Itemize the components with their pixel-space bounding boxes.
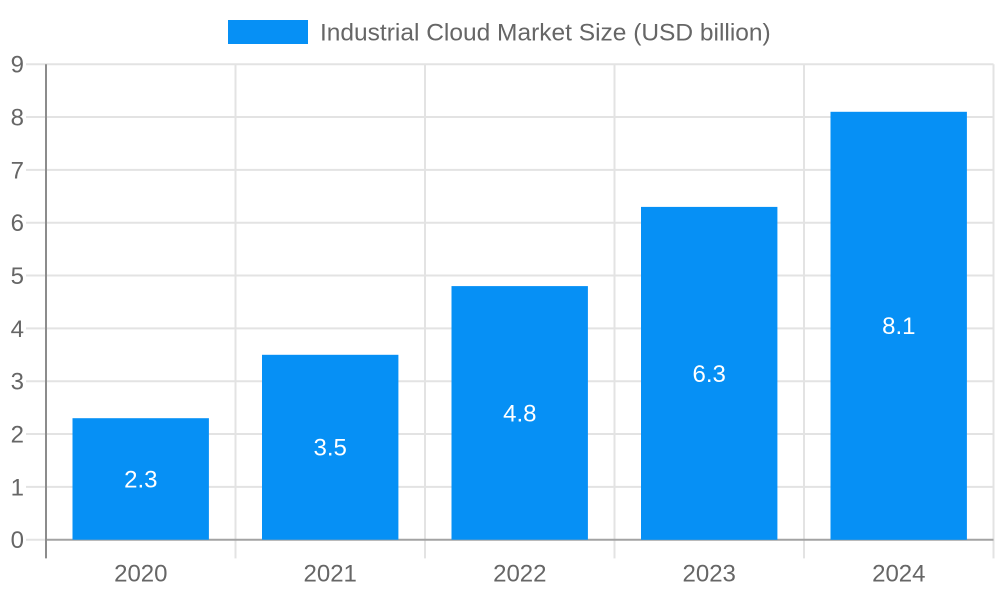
svg-text:4.8: 4.8 [503,400,536,427]
svg-text:2021: 2021 [304,561,357,588]
svg-text:4: 4 [11,316,24,343]
svg-text:5: 5 [11,263,24,290]
svg-text:2022: 2022 [493,561,546,588]
svg-text:1: 1 [11,474,24,501]
svg-text:2024: 2024 [872,561,925,588]
svg-text:9: 9 [11,52,24,79]
svg-text:3.5: 3.5 [314,435,347,462]
svg-text:8: 8 [11,105,24,132]
svg-text:7: 7 [11,157,24,184]
svg-text:3: 3 [11,369,24,396]
svg-text:6.3: 6.3 [693,361,726,388]
svg-text:Industrial Cloud Market Size (: Industrial Cloud Market Size (USD billio… [320,20,771,47]
svg-text:2020: 2020 [114,561,167,588]
svg-text:2: 2 [11,422,24,449]
svg-text:6: 6 [11,210,24,237]
svg-text:8.1: 8.1 [882,313,915,340]
svg-text:0: 0 [11,527,24,554]
svg-text:2.3: 2.3 [124,466,157,493]
svg-text:2023: 2023 [683,561,736,588]
